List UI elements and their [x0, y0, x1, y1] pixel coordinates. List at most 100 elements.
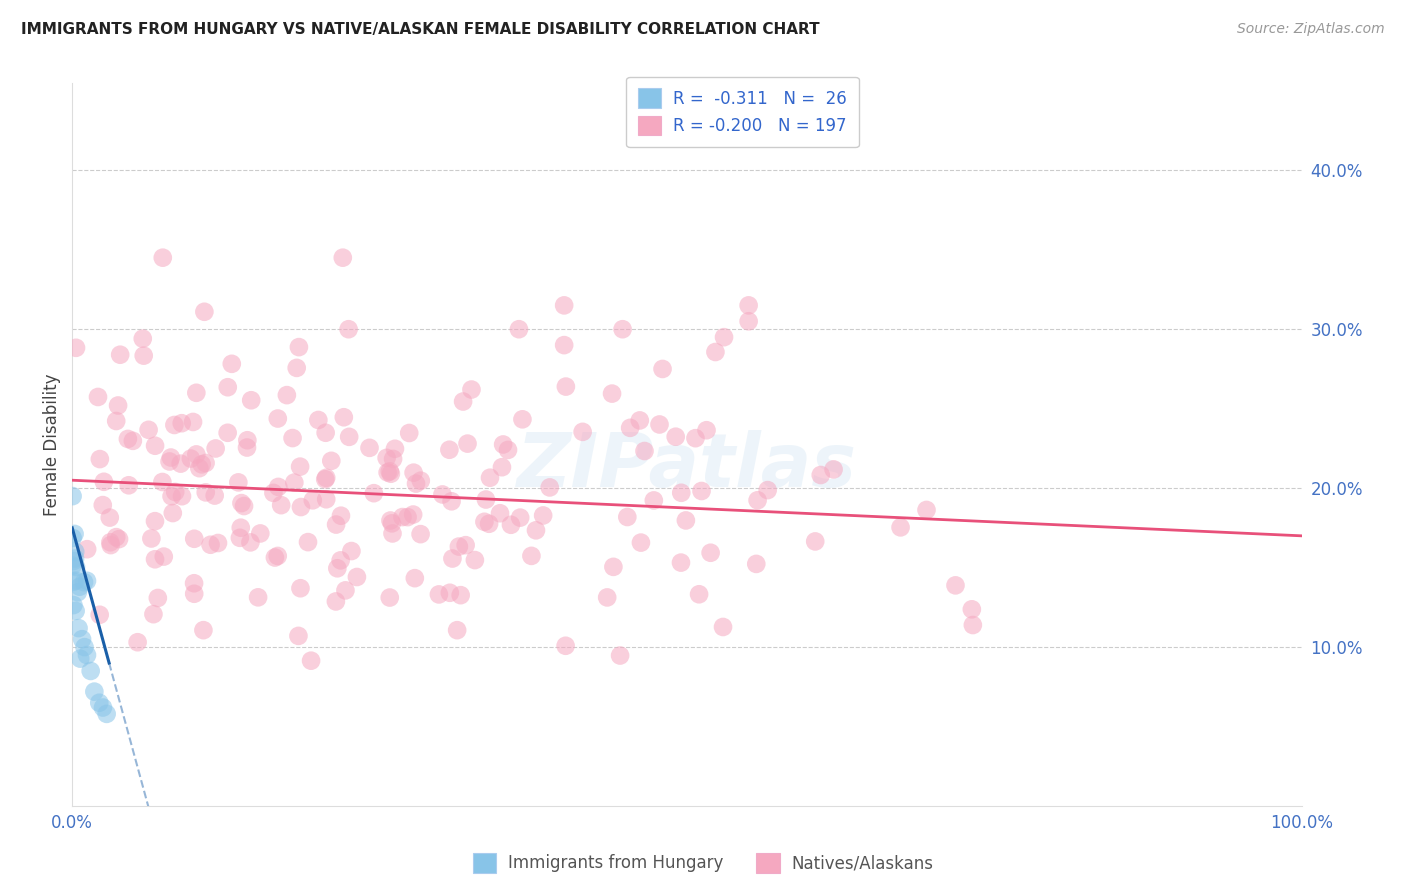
Point: [63, 574, 86, 589]
Point: [228, 475, 250, 490]
Point: [446, 623, 468, 637]
Point: [427, 587, 450, 601]
Point: [217, 380, 239, 394]
Point: [283, 475, 305, 490]
Point: [186, 385, 208, 400]
Point: [193, 623, 215, 637]
Point: [380, 514, 402, 528]
Point: [285, 360, 308, 375]
Point: [329, 553, 352, 567]
Point: [450, 588, 472, 602]
Point: [381, 526, 404, 541]
Point: [823, 462, 845, 476]
Point: [98, 535, 121, 549]
Text: ZIPatlas: ZIPatlas: [517, 430, 858, 503]
Point: [333, 410, 356, 425]
Legend: R =  -0.311   N =  26, R = -0.200   N = 197: R = -0.311 N = 26, R = -0.200 N = 197: [627, 77, 859, 147]
Point: [107, 399, 129, 413]
Point: [384, 442, 406, 456]
Point: [648, 417, 671, 432]
Point: [337, 430, 360, 444]
Point: [628, 413, 651, 427]
Point: [337, 322, 360, 336]
Point: [307, 413, 329, 427]
Point: [132, 349, 155, 363]
Point: [340, 544, 363, 558]
Point: [675, 513, 697, 527]
Point: [240, 393, 263, 408]
Point: [713, 330, 735, 344]
Point: [108, 348, 131, 362]
Point: [688, 587, 710, 601]
Y-axis label: Female Disability: Female Disability: [44, 373, 60, 516]
Point: [170, 416, 193, 430]
Point: [100, 538, 122, 552]
Point: [756, 483, 779, 497]
Point: [281, 431, 304, 445]
Point: [299, 654, 322, 668]
Point: [105, 414, 128, 428]
Point: [699, 546, 721, 560]
Point: [118, 478, 141, 492]
Point: [108, 532, 131, 546]
Point: [391, 510, 413, 524]
Point: [194, 485, 217, 500]
Point: [89, 452, 111, 467]
Point: [165, 485, 187, 500]
Point: [239, 535, 262, 549]
Point: [62, 531, 84, 545]
Point: [270, 498, 292, 512]
Point: [447, 540, 470, 554]
Point: [63, 545, 86, 559]
Point: [89, 607, 111, 622]
Point: [960, 602, 983, 616]
Point: [524, 524, 547, 538]
Point: [330, 508, 353, 523]
Point: [91, 498, 114, 512]
Point: [496, 442, 519, 457]
Point: [439, 442, 461, 457]
Point: [160, 450, 183, 465]
Point: [335, 583, 357, 598]
Point: [247, 591, 270, 605]
Point: [479, 471, 502, 485]
Point: [711, 620, 734, 634]
Point: [474, 515, 496, 529]
Point: [409, 474, 432, 488]
Point: [704, 345, 727, 359]
Point: [93, 475, 115, 489]
Point: [190, 458, 212, 472]
Point: [262, 486, 284, 500]
Point: [152, 549, 174, 564]
Point: [132, 332, 155, 346]
Point: [314, 472, 336, 486]
Point: [73, 575, 96, 590]
Point: [690, 483, 713, 498]
Point: [381, 516, 404, 531]
Point: [402, 466, 425, 480]
Point: [332, 251, 354, 265]
Point: [439, 586, 461, 600]
Point: [180, 451, 202, 466]
Point: [229, 531, 252, 545]
Point: [67, 621, 90, 635]
Point: [596, 591, 619, 605]
Point: [612, 322, 634, 336]
Point: [616, 510, 638, 524]
Point: [737, 314, 759, 328]
Point: [83, 684, 105, 698]
Point: [105, 530, 128, 544]
Point: [207, 536, 229, 550]
Point: [290, 500, 312, 514]
Point: [287, 629, 309, 643]
Point: [217, 425, 239, 440]
Point: [382, 451, 405, 466]
Point: [630, 535, 652, 549]
Legend: Immigrants from Hungary, Natives/Alaskans: Immigrants from Hungary, Natives/Alaskan…: [465, 847, 941, 880]
Point: [288, 340, 311, 354]
Point: [229, 521, 252, 535]
Point: [810, 468, 832, 483]
Point: [62, 554, 84, 568]
Point: [79, 664, 101, 678]
Point: [685, 431, 707, 445]
